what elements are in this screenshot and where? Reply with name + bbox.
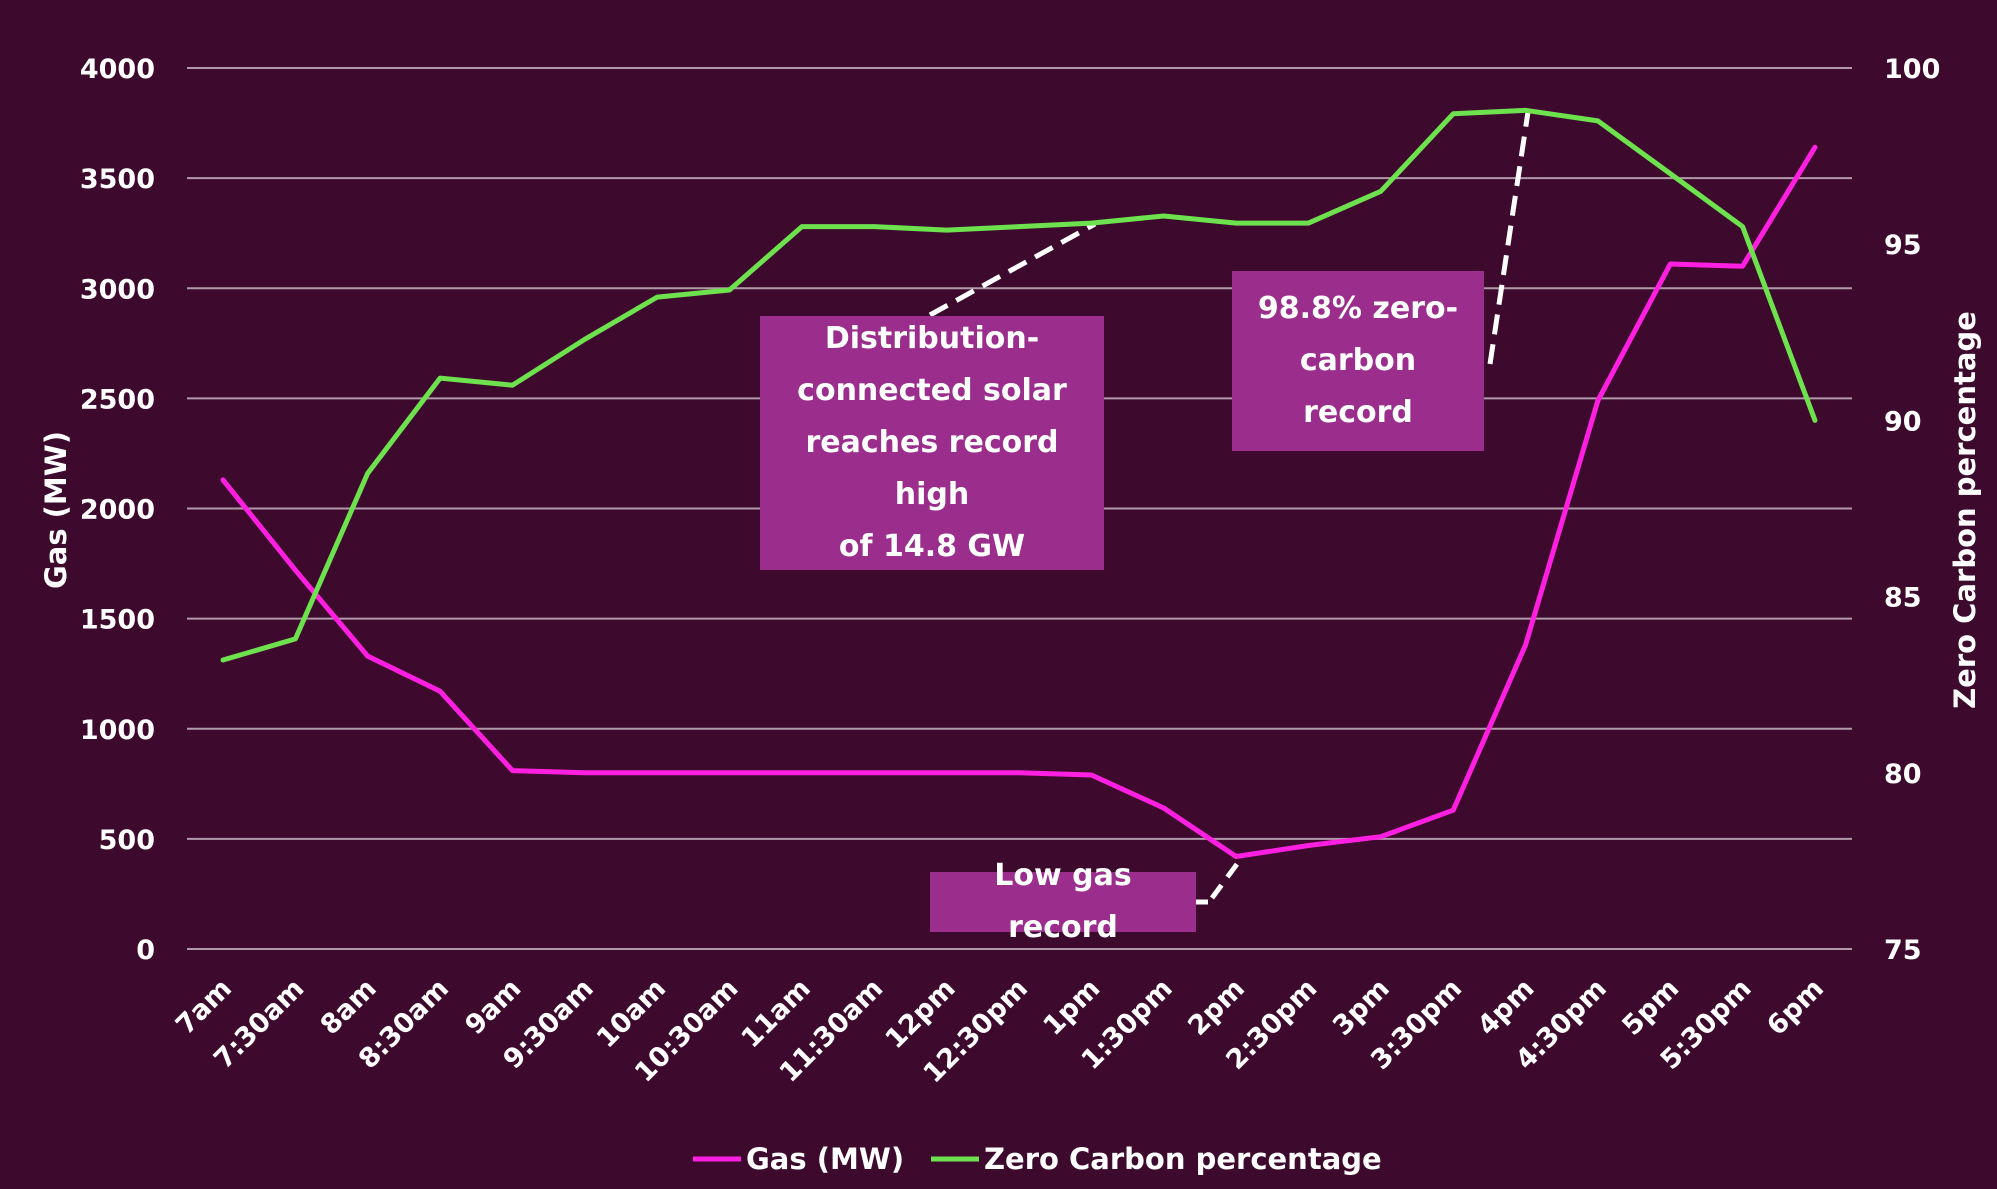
x-tick-label: 6pm bbox=[1761, 973, 1830, 1042]
x-tick-label: 5pm bbox=[1616, 973, 1685, 1042]
annotation-zero-carbon-record: 98.8% zero- carbon record bbox=[1232, 271, 1484, 451]
y-left-tick-label: 3000 bbox=[80, 274, 155, 305]
y-left-tick-label: 1500 bbox=[80, 605, 155, 636]
series-line-gas bbox=[220, 144, 1818, 859]
x-tick-label: 9am bbox=[459, 973, 527, 1041]
legend: Gas (MW) Zero Carbon percentage bbox=[693, 1142, 1382, 1176]
annotation-solar-line-4: of 14.8 GW bbox=[838, 529, 1026, 564]
annotation-solar-line-2: connected solar bbox=[797, 373, 1067, 408]
y-left-axis-title: Gas (MW) bbox=[39, 431, 73, 589]
legend-label-zero-carbon: Zero Carbon percentage bbox=[984, 1142, 1382, 1176]
y-left-tick-label: 2000 bbox=[80, 495, 155, 526]
annotation-low-gas-line-1: Low gas record bbox=[994, 858, 1132, 945]
y-right-tick-label: 95 bbox=[1884, 230, 1922, 261]
y-left-tick-label: 2500 bbox=[80, 384, 155, 415]
connector-solar bbox=[928, 221, 1097, 318]
series-lines bbox=[220, 107, 1818, 859]
x-tick-label: 7am bbox=[170, 973, 238, 1041]
annotation-solar-line-1: Distribution- bbox=[824, 321, 1040, 356]
y-right-axis-title: Zero Carbon percentage bbox=[1948, 311, 1982, 709]
annotation-zero-carbon-line-2: carbon record bbox=[1299, 343, 1417, 430]
y-right-tick-label: 80 bbox=[1884, 759, 1922, 790]
y-right-tick-label: 100 bbox=[1884, 54, 1940, 85]
annotation-low-gas-record: Low gas record bbox=[930, 858, 1196, 945]
y-left-tick-label: 4000 bbox=[80, 54, 155, 85]
left-axis-ticks: 0 500 1000 1500 2000 2500 3000 3500 4000 bbox=[80, 54, 155, 966]
x-tick-label: 8am bbox=[315, 973, 383, 1041]
legend-label-gas: Gas (MW) bbox=[746, 1142, 904, 1176]
y-left-tick-label: 500 bbox=[99, 825, 155, 856]
x-tick-label: 1pm bbox=[1038, 973, 1107, 1042]
connector-low-gas-b bbox=[1209, 858, 1243, 900]
annotation-connectors bbox=[928, 111, 1531, 905]
connector-zero-carbon bbox=[1487, 111, 1531, 365]
annotation-zero-carbon-line-1: 98.8% zero- bbox=[1257, 291, 1459, 326]
series-line-zero-carbon bbox=[220, 107, 1818, 663]
x-tick-label: 4pm bbox=[1472, 973, 1541, 1042]
annotation-solar-line-3: reaches record high bbox=[805, 425, 1059, 512]
y-right-tick-label: 75 bbox=[1884, 935, 1922, 966]
annotation-solar-record: Distribution- connected solar reaches re… bbox=[760, 316, 1104, 570]
x-tick-label: 2pm bbox=[1182, 973, 1251, 1042]
y-right-tick-label: 85 bbox=[1884, 583, 1922, 614]
y-left-tick-label: 3500 bbox=[80, 164, 155, 195]
y-left-tick-label: 0 bbox=[136, 935, 155, 966]
right-axis-ticks: 75 80 85 90 95 100 bbox=[1884, 54, 1940, 966]
y-right-tick-label: 90 bbox=[1884, 406, 1922, 437]
y-left-tick-label: 1000 bbox=[80, 715, 155, 746]
x-tick-label: 3pm bbox=[1327, 973, 1396, 1042]
